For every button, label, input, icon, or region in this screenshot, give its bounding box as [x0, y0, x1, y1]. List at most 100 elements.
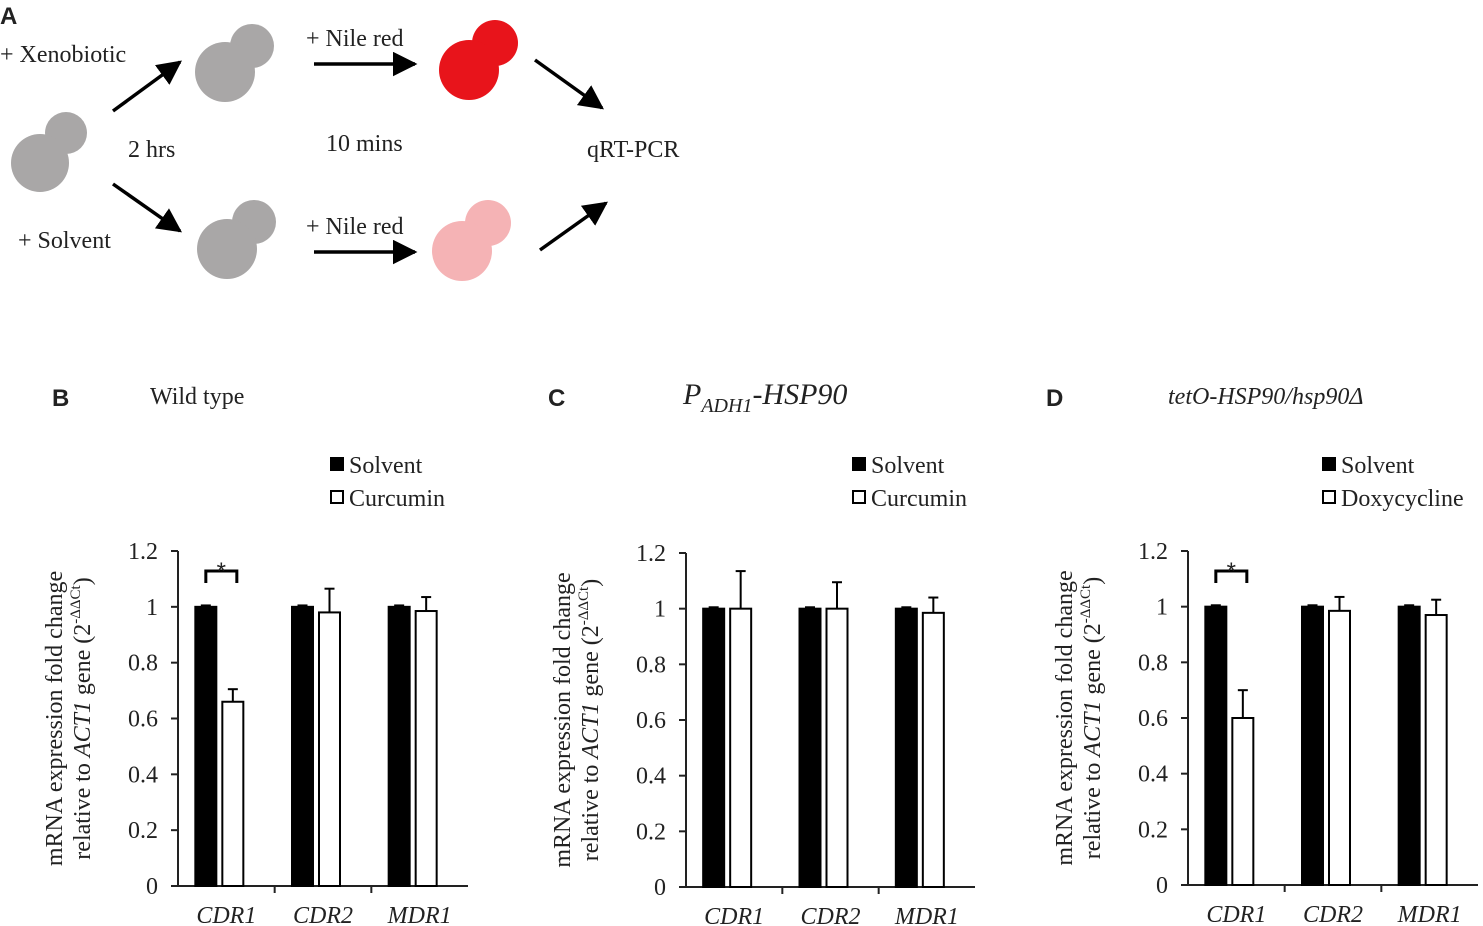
- x-tick-label: MDR1: [387, 903, 452, 926]
- bar: [1328, 609, 1351, 886]
- legend-label: Curcumin: [349, 486, 445, 512]
- y-axis-label: mRNA expression fold changerelative to A…: [42, 571, 96, 866]
- significance-bracket: [1214, 569, 1249, 583]
- significance-label: *: [217, 558, 226, 585]
- legend-swatch: [852, 457, 866, 471]
- cell: [432, 200, 511, 281]
- y-tick-label: 1.2: [128, 539, 158, 565]
- y-tick-label: 0.8: [128, 651, 158, 677]
- chart-title: tetO-HSP90/hsp90Δ: [1168, 384, 1363, 410]
- cell: [195, 24, 274, 102]
- y-label-part: ): [578, 579, 604, 587]
- title-part: -HSP90: [752, 378, 847, 411]
- bar: [825, 607, 849, 889]
- y-tick-label: 0.4: [128, 762, 158, 788]
- bar: [702, 607, 726, 889]
- bar: [1231, 717, 1255, 886]
- y-label-part: gene (2: [1080, 623, 1106, 700]
- cell: [439, 20, 518, 100]
- legend-swatch: [1322, 457, 1336, 471]
- y-tick-label: 1.2: [636, 541, 666, 567]
- y-label-line: mRNA expression fold change: [1052, 570, 1078, 865]
- bar: [387, 605, 411, 887]
- bar: [318, 611, 341, 888]
- x-tick-label: CDR2: [293, 903, 353, 926]
- y-label-part: -ΔΔCt: [576, 586, 592, 625]
- bar: [894, 607, 918, 889]
- y-label-part: gene (2: [578, 625, 604, 702]
- x-tick-label: CDR1: [1206, 902, 1266, 926]
- panel-label: A: [0, 3, 17, 30]
- y-label-line: relative to ACT1 gene (2-ΔΔCt): [1078, 577, 1106, 859]
- y-tick-label: 0.8: [1138, 650, 1168, 676]
- x-tick-label: CDR1: [196, 903, 256, 926]
- bar: [729, 607, 753, 889]
- y-tick-label: 0.2: [636, 819, 666, 845]
- label: qRT-PCR: [587, 137, 679, 163]
- panel-label: B: [52, 385, 69, 412]
- cell: [197, 200, 276, 279]
- x-tick-label: MDR1: [1397, 902, 1462, 926]
- y-axis-label: mRNA expression fold changerelative to A…: [1052, 570, 1106, 865]
- label: + Nile red: [306, 26, 404, 52]
- y-tick-label: 0.8: [636, 652, 666, 678]
- y-tick-label: 0: [146, 874, 158, 900]
- y-tick-label: 1: [146, 595, 158, 621]
- bar: [414, 610, 438, 887]
- y-tick-label: 1: [1156, 595, 1168, 621]
- legend-label: Solvent: [1341, 453, 1415, 479]
- y-label-part: ACT1: [70, 701, 96, 759]
- panel-label: C: [548, 385, 565, 412]
- chart: B Wild type mRNA expression fold changerel…: [42, 384, 468, 926]
- title-part: ADH1: [699, 395, 752, 417]
- bar: [798, 607, 822, 889]
- y-label-line: relative to ACT1 gene (2-ΔΔCt): [576, 579, 604, 861]
- y-tick-label: 0.6: [128, 707, 158, 733]
- y-label-part: gene (2: [70, 624, 96, 701]
- chart-title: PADH1-HSP90: [682, 378, 847, 417]
- y-tick-label: 1: [654, 597, 666, 623]
- cell: [11, 112, 87, 192]
- bar: [221, 700, 245, 887]
- y-tick-label: 0: [654, 875, 666, 901]
- y-label-part: relative to: [578, 759, 604, 862]
- y-label-line: mRNA expression fold change: [550, 572, 576, 867]
- label: + Solvent: [18, 228, 111, 254]
- y-label-part: relative to: [1080, 757, 1106, 860]
- chart-title: Wild type: [150, 384, 244, 410]
- bar: [1424, 614, 1448, 886]
- y-tick-label: 0: [1156, 873, 1168, 899]
- bar: [291, 605, 314, 887]
- y-label-part: relative to: [70, 757, 96, 860]
- y-label-part: -ΔΔCt: [68, 584, 84, 623]
- y-label-part: ACT1: [578, 703, 604, 761]
- y-label-part: ): [70, 577, 96, 585]
- bar: [1301, 605, 1324, 887]
- chart: C PADH1-HSP90 mRNA expression fold changer…: [548, 378, 975, 926]
- y-label-line: mRNA expression fold change: [42, 571, 68, 866]
- legend-swatch: [1322, 490, 1336, 504]
- x-tick-label: MDR1: [894, 904, 959, 926]
- significance-label: *: [1227, 558, 1236, 585]
- y-label-part: ): [1080, 577, 1106, 585]
- legend-swatch: [852, 490, 866, 504]
- panel-label: D: [1046, 385, 1063, 412]
- bar: [921, 611, 945, 888]
- y-tick-label: 0.6: [636, 708, 666, 734]
- label: 10 mins: [326, 131, 403, 157]
- y-tick-label: 1.2: [1138, 539, 1168, 565]
- y-tick-label: 0.2: [128, 818, 158, 844]
- y-label-part: ACT1: [1080, 701, 1106, 759]
- x-tick-label: CDR2: [801, 904, 861, 926]
- label: + Nile red: [306, 214, 404, 240]
- legend-label: Curcumin: [871, 486, 967, 512]
- title-part: P: [682, 378, 701, 411]
- arrows: [111, 51, 608, 265]
- x-tick-label: CDR2: [1303, 902, 1363, 926]
- y-label-line: relative to ACT1 gene (2-ΔΔCt): [68, 577, 96, 859]
- y-tick-label: 0.4: [1138, 762, 1168, 788]
- y-tick-label: 0.4: [636, 764, 666, 790]
- y-axis-label: mRNA expression fold changerelative to A…: [550, 572, 604, 867]
